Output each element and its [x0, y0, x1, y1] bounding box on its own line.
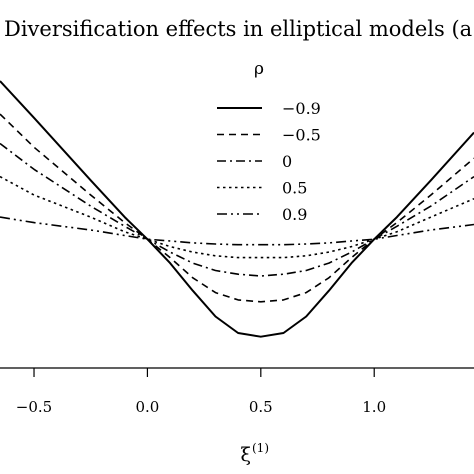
series-line-3 [0, 142, 474, 277]
legend-label-2: −0.5 [282, 126, 321, 145]
x-tick-label: 0.0 [135, 398, 159, 416]
x-axis-label: ξ [241, 444, 251, 466]
chart-title: Diversification effects in elliptical mo… [4, 17, 472, 41]
series-line-4 [0, 175, 474, 259]
x-tick-label: −0.5 [16, 398, 52, 416]
series-line-2 [0, 113, 474, 303]
legend-label-1: −0.9 [282, 99, 321, 118]
series-line-1 [0, 80, 474, 338]
series-line-5 [0, 216, 474, 246]
x-ticks: −0.5 0.0 0.5 1.0 [16, 368, 386, 416]
legend-label-3: 0 [282, 152, 292, 171]
x-tick-label: 0.5 [249, 398, 273, 416]
legend-label-4: 0.5 [282, 179, 307, 198]
legend: ρ −0.9 −0.5 0 0.5 0.9 [217, 59, 321, 224]
legend-label-5: 0.9 [282, 205, 307, 224]
plot-lines [0, 80, 474, 338]
legend-title: ρ [254, 59, 264, 79]
x-tick-label: 1.0 [362, 398, 386, 416]
x-axis-label-superscript: (1) [252, 441, 269, 455]
